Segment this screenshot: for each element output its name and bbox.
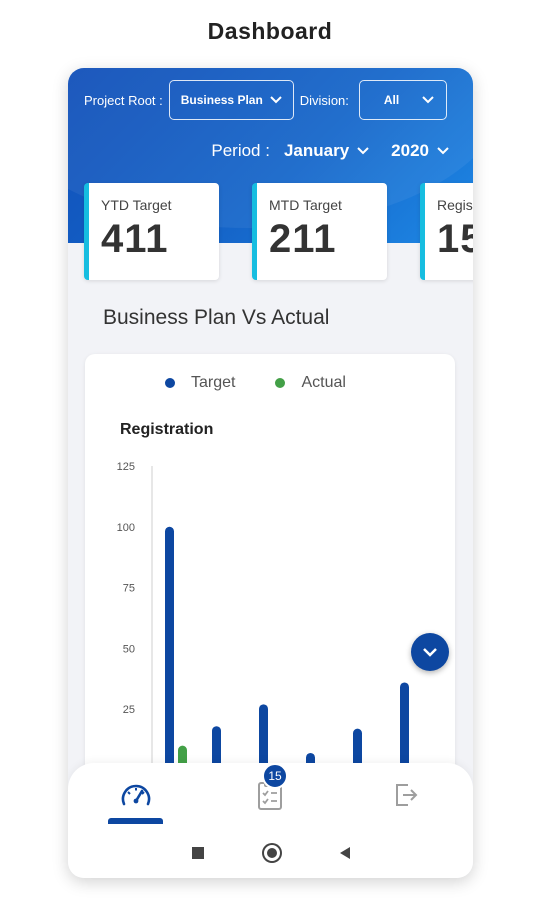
chevron-down-icon bbox=[270, 96, 282, 104]
legend-dot-icon bbox=[275, 378, 286, 388]
page-title: Dashboard bbox=[207, 18, 333, 44]
y-tick-label: 50 bbox=[123, 643, 135, 655]
filter-row: Project Root : Business Plan Division: A… bbox=[84, 80, 447, 120]
active-tab-indicator bbox=[108, 818, 163, 824]
y-tick-label: 25 bbox=[123, 704, 135, 716]
project-root-value: Business Plan bbox=[180, 93, 263, 107]
kpi-value: 15 bbox=[437, 217, 473, 261]
division-select[interactable]: All bbox=[358, 80, 447, 120]
chevron-down-icon bbox=[423, 648, 437, 657]
bar-target-plat bbox=[400, 682, 409, 770]
kpi-strip[interactable]: YTD Target 411 MTD Target 211 Regis 15 bbox=[84, 183, 473, 280]
period-row: Period : January 2020 bbox=[211, 141, 449, 161]
kpi-value: 211 bbox=[269, 217, 337, 261]
legend-item-target[interactable]: Target bbox=[165, 374, 235, 392]
y-tick-label: 125 bbox=[117, 461, 135, 473]
kpi-value: 411 bbox=[101, 217, 169, 261]
division-value: All bbox=[383, 93, 400, 107]
phone-frame: Project Root : Business Plan Division: A… bbox=[68, 68, 473, 878]
chart-legend: Target Actual bbox=[165, 374, 346, 392]
bar-target-ref bbox=[165, 526, 174, 770]
bar-target-wh bbox=[353, 728, 362, 770]
home-icon[interactable] bbox=[263, 845, 280, 861]
bar-target-ac bbox=[212, 726, 221, 770]
logout-icon bbox=[396, 784, 418, 806]
kpi-label: Regis bbox=[437, 197, 473, 213]
section-title: Business Plan Vs Actual bbox=[103, 306, 330, 329]
scroll-down-button[interactable] bbox=[411, 633, 449, 671]
division-label: Division: bbox=[299, 92, 349, 108]
nav-logout[interactable] bbox=[386, 777, 426, 813]
bottom-nav: 15 bbox=[68, 763, 473, 828]
y-tick-label: 100 bbox=[117, 522, 135, 534]
period-label: Period : bbox=[211, 141, 270, 160]
back-icon[interactable] bbox=[339, 847, 350, 859]
legend-dot-icon bbox=[165, 378, 175, 388]
system-nav-bar bbox=[68, 828, 473, 878]
bar-target-wm bbox=[259, 704, 268, 770]
period-year-value: 2020 bbox=[391, 141, 429, 160]
notification-badge: 15 bbox=[262, 763, 288, 789]
chevron-down-icon bbox=[422, 96, 434, 104]
chart-title: Registration bbox=[120, 421, 214, 438]
chevron-down-icon bbox=[437, 147, 449, 155]
legend-label: Target bbox=[191, 374, 236, 391]
kpi-card-mtd-target[interactable]: MTD Target 211 bbox=[252, 183, 387, 280]
kpi-label: YTD Target bbox=[101, 197, 172, 213]
speedometer-icon bbox=[121, 784, 151, 806]
period-month-value: January bbox=[283, 141, 350, 160]
project-root-label: Project Root : bbox=[84, 92, 163, 108]
y-tick-label: 75 bbox=[123, 583, 135, 595]
period-year-select[interactable]: 2020 bbox=[391, 141, 449, 161]
project-root-select[interactable]: Business Plan bbox=[168, 80, 294, 120]
kpi-label: MTD Target bbox=[269, 197, 342, 213]
nav-dashboard[interactable] bbox=[116, 777, 156, 813]
kpi-card-registration[interactable]: Regis 15 bbox=[420, 183, 473, 280]
legend-label: Actual bbox=[301, 374, 346, 391]
period-month-select[interactable]: January bbox=[284, 141, 369, 161]
legend-item-actual[interactable]: Actual bbox=[275, 374, 346, 392]
recents-icon[interactable] bbox=[191, 847, 204, 859]
chevron-down-icon bbox=[357, 147, 369, 155]
kpi-card-ytd-target[interactable]: YTD Target 411 bbox=[84, 183, 219, 280]
